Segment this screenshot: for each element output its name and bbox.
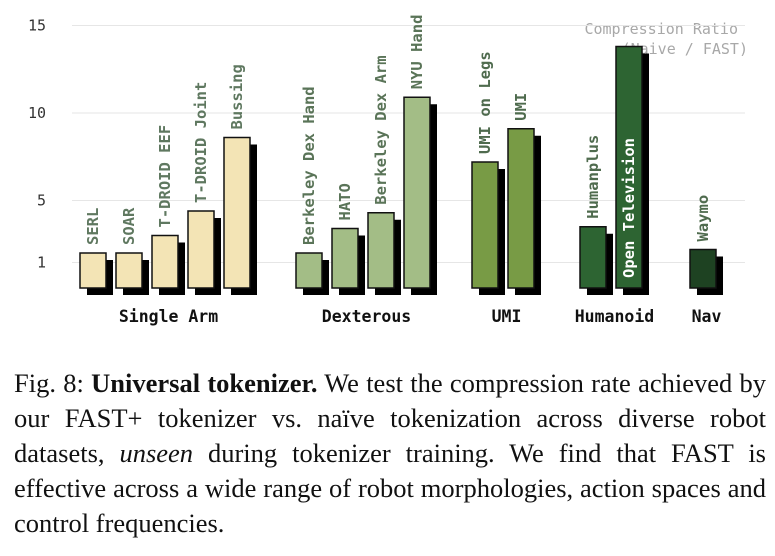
caption-text-part2: during tokenizer training. We find that … xyxy=(14,438,766,538)
bar-label: Humanplus xyxy=(584,135,602,219)
y-tick-label: 10 xyxy=(28,104,46,122)
y-tick-label: 15 xyxy=(28,17,46,35)
bar-label: UMI on Legs xyxy=(476,51,494,154)
caption-italic-word: unseen xyxy=(119,438,194,468)
caption-bold-title: Universal tokenizer. xyxy=(91,368,318,398)
legend-title-line1: Compression Ratio xyxy=(584,20,738,38)
compression-ratio-bar-chart: Compression Ratio (Naive / FAST) 151015 … xyxy=(28,15,748,326)
bar xyxy=(367,212,395,289)
legend-title-line2: (Naive / FAST) xyxy=(622,40,748,58)
group-label: Dexterous xyxy=(322,307,411,326)
caption-text-part1: We test the compression rate achieved by… xyxy=(14,368,767,468)
bar-label: Berkeley Dex Arm xyxy=(372,55,390,204)
bar xyxy=(79,252,107,289)
bar-label: T-DROID EEF xyxy=(156,125,174,228)
bar xyxy=(579,226,607,289)
bar-label: UMI xyxy=(512,93,530,121)
bar xyxy=(331,227,359,289)
group-labels: Single Arm Dexterous UMI Humanoid Nav xyxy=(119,307,722,326)
bar xyxy=(295,252,323,289)
y-tick-label: 1 xyxy=(37,254,46,272)
caption-fig-label: Fig. 8: xyxy=(14,368,84,398)
group-label: UMI xyxy=(492,307,522,326)
bar xyxy=(403,96,431,289)
group-label: Nav xyxy=(692,307,722,326)
bar xyxy=(471,161,499,289)
bar xyxy=(115,252,143,289)
bar-label: Berkeley Dex Hand xyxy=(300,86,318,245)
y-tick-label: 5 xyxy=(37,192,46,210)
group-label: Humanoid xyxy=(575,307,654,326)
bar-label: Waymo xyxy=(694,195,712,242)
bar xyxy=(151,234,179,289)
group-label: Single Arm xyxy=(119,307,218,326)
bar-label: HATO xyxy=(336,183,354,220)
bar-label: SOAR xyxy=(120,207,138,245)
bars: SERL SOAR T-DROID EEF T-DROID Joint Bussing B… xyxy=(79,15,723,295)
bar xyxy=(223,136,251,289)
bar-label: SERL xyxy=(84,208,102,245)
bar xyxy=(689,248,717,289)
bar xyxy=(507,128,535,289)
bar-label: Open Television xyxy=(620,138,638,278)
figure-caption: Fig. 8: Universal tokenizer. We test the… xyxy=(14,366,766,541)
bar xyxy=(615,45,643,289)
bar-label: T-DROID Joint xyxy=(192,82,210,203)
bar-label: NYU Hand xyxy=(408,15,426,90)
bar xyxy=(187,210,215,289)
bar-label: Bussing xyxy=(228,64,246,129)
